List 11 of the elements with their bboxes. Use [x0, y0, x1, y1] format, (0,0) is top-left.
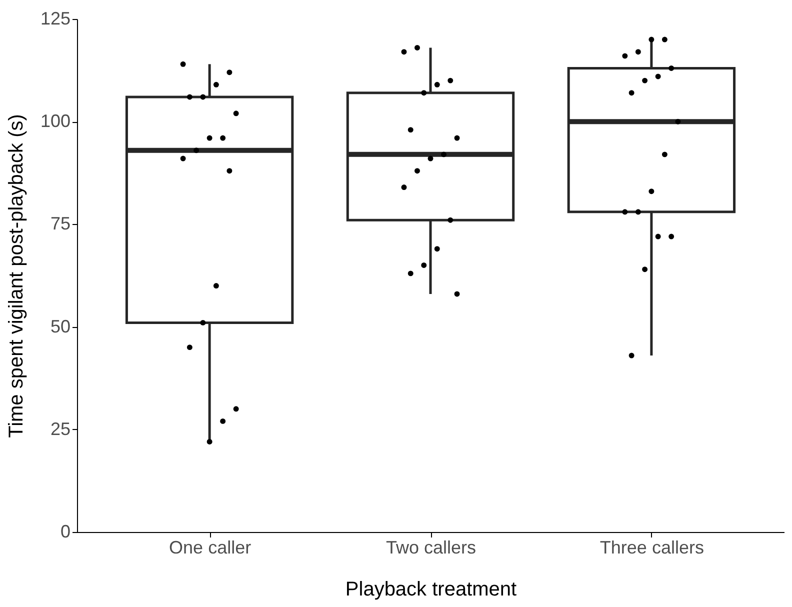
y-tick-label: 125	[40, 8, 70, 28]
y-tick-label: 0	[60, 522, 70, 542]
x-axis-title: Playback treatment	[345, 578, 518, 600]
x-tick-label: Two callers	[386, 538, 476, 558]
y-tick-label: 100	[40, 111, 70, 132]
x-tick-label: One caller	[169, 538, 252, 558]
x-tick-label: Three callers	[600, 538, 704, 558]
y-tick-label: 50	[50, 316, 70, 336]
y-tick-label: 75	[50, 214, 70, 234]
y-axis-title: Time spent vigilant post-playback (s)	[5, 114, 28, 438]
y-tick-label: 25	[50, 418, 70, 439]
